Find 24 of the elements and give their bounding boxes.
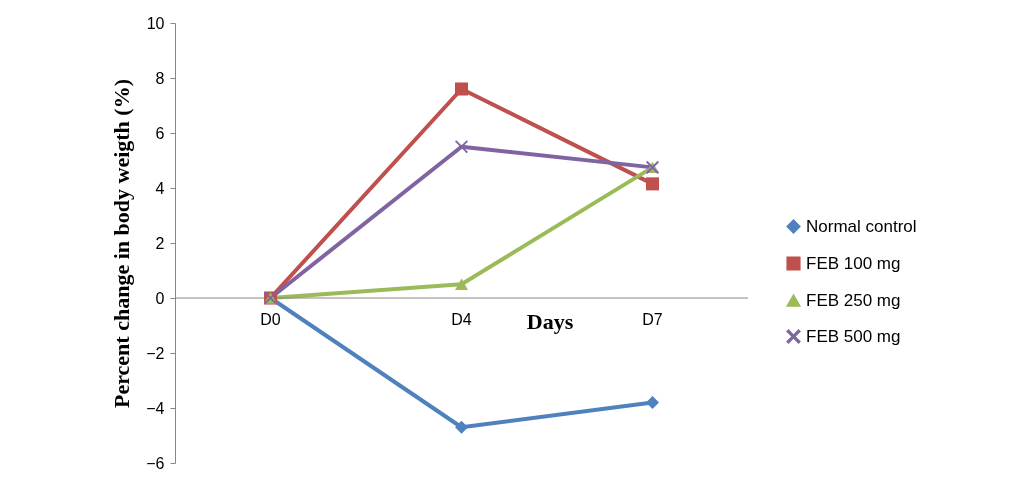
y-tick-label: 10 bbox=[146, 14, 165, 32]
point bbox=[454, 82, 469, 96]
x-tick-label: D0 bbox=[260, 311, 281, 328]
y-tick-label: −6 bbox=[146, 454, 165, 472]
y-tick-label: 8 bbox=[155, 69, 165, 87]
legend-label: Normal control bbox=[806, 216, 917, 236]
y-axis-title: Percent change in body weigth (%) bbox=[109, 79, 135, 408]
y-tick-label: 4 bbox=[155, 179, 165, 197]
y-tick-label: 2 bbox=[155, 234, 165, 252]
y-tick-label: 0 bbox=[155, 289, 165, 307]
point bbox=[645, 177, 660, 191]
point bbox=[454, 278, 469, 290]
y-tick-label: 6 bbox=[155, 124, 165, 142]
y-tick-label: −2 bbox=[146, 344, 165, 362]
x-tick-label: D4 bbox=[451, 311, 472, 328]
point bbox=[454, 140, 469, 154]
x-tick-label: D7 bbox=[642, 311, 663, 328]
point bbox=[645, 395, 660, 410]
legend-label: FEB 100 mg bbox=[806, 253, 901, 273]
legend-label: FEB 500 mg bbox=[806, 326, 901, 346]
point bbox=[454, 420, 469, 434]
legend-label: FEB 250 mg bbox=[806, 290, 901, 310]
y-tick-label: −4 bbox=[146, 399, 165, 417]
x-axis-title: Days bbox=[526, 309, 574, 334]
